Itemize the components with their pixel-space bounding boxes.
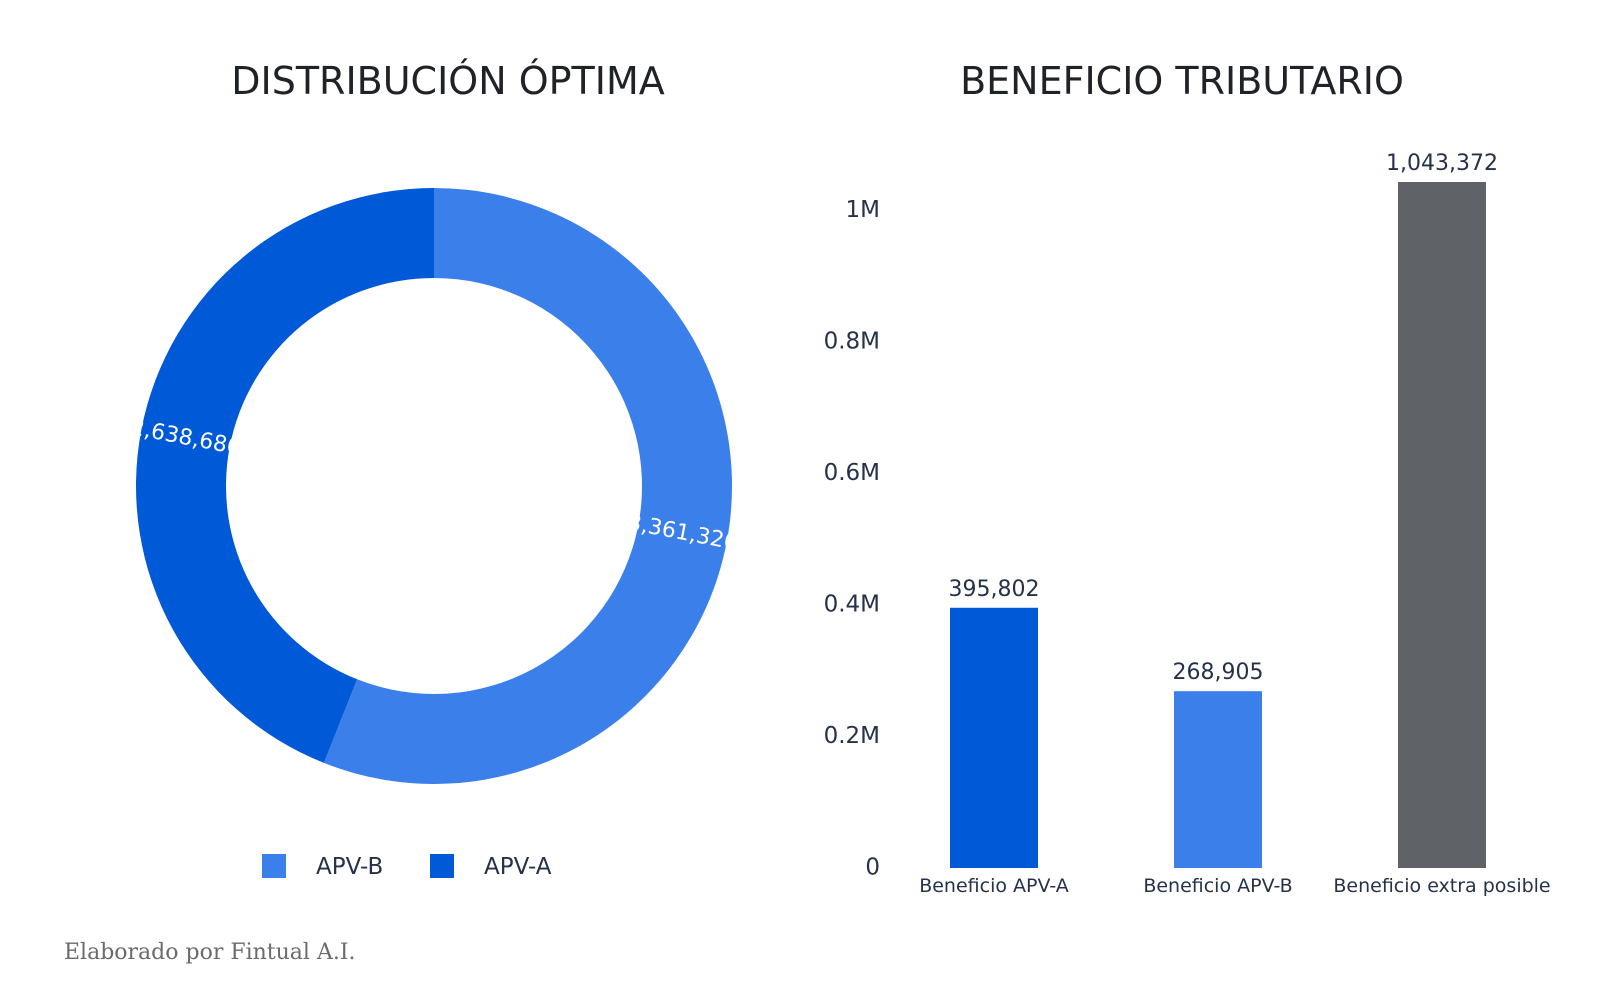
- bar-value-label: 268,905: [1173, 660, 1264, 685]
- y-tick-label: 0.4M: [824, 592, 880, 618]
- bar-1: [950, 607, 1038, 868]
- bar-value-label: 395,802: [949, 577, 1040, 602]
- legend-label-apv-b: APV-B: [316, 854, 383, 880]
- y-tick-label: 0.8M: [824, 329, 880, 355]
- bar-category-label: Beneficio APV-A: [919, 875, 1069, 897]
- legend-swatch-apv-b: [262, 854, 286, 878]
- y-tick-label: 0.6M: [824, 460, 880, 486]
- bar-category-label: Beneficio extra posible: [1333, 875, 1550, 897]
- bar-category-label: Beneficio APV-B: [1143, 875, 1292, 897]
- y-tick-label: 0.2M: [824, 723, 880, 749]
- bar-chart-title: BENEFICIO TRIBUTARIO: [960, 59, 1404, 103]
- bar-3: [1398, 182, 1486, 868]
- bar-chart: 0 0.2M 0.4M 0.6M 0.8M 1M 395,802 Beneficio APV-…: [824, 151, 1551, 897]
- donut-slice-apv-b: [323, 188, 732, 784]
- footer-credit: Elaborado por Fintual A.I.: [64, 940, 356, 965]
- legend-label-apv-a: APV-A: [484, 854, 552, 880]
- legend-swatch-apv-a: [430, 854, 454, 878]
- donut-chart-title: DISTRIBUCIÓN ÓPTIMA: [231, 59, 664, 103]
- bar-value-label: 1,043,372: [1386, 151, 1498, 176]
- y-tick-label: 0: [865, 855, 880, 881]
- bar-2: [1174, 691, 1262, 868]
- donut-slice-apv-a: [135, 188, 434, 763]
- y-tick-label: 1M: [846, 197, 880, 223]
- donut-legend: APV-B APV-A: [262, 854, 552, 880]
